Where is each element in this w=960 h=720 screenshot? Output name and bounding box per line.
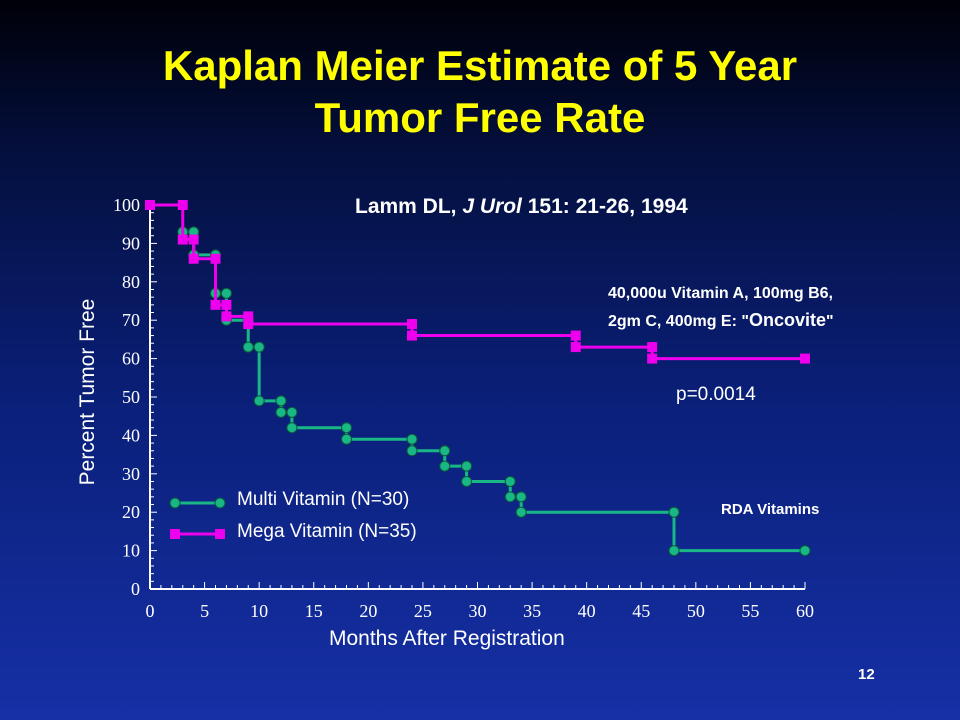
data-point-mega: [647, 342, 658, 353]
x-tick-label: 50: [687, 601, 705, 621]
data-point-multi: [515, 491, 527, 503]
data-point-mega: [243, 311, 254, 322]
data-point-mega: [145, 200, 155, 210]
x-tick-label: 5: [200, 601, 209, 621]
x-tick-label: 40: [578, 601, 596, 621]
data-point-mega: [570, 342, 581, 353]
rda-vitamins-annotation: RDA Vitamins: [721, 501, 820, 518]
legend-label-mega: Mega Vitamin (N=35): [237, 521, 417, 542]
legend-label-multi: Multi Vitamin (N=30): [237, 489, 410, 510]
data-point-mega: [647, 353, 658, 364]
x-tick-label: 10: [250, 601, 268, 621]
citation-ref: 151: 21-26, 1994: [527, 195, 688, 218]
data-point-multi: [406, 445, 418, 457]
data-point-multi: [220, 287, 232, 299]
y-tick-label: 10: [122, 541, 140, 561]
y-tick-label: 40: [122, 425, 140, 445]
y-tick-label: 0: [131, 579, 140, 599]
legend-marker-multi: [214, 497, 226, 509]
data-point-multi: [275, 406, 287, 418]
x-tick-label: 15: [305, 601, 323, 621]
legend-marker-multi: [169, 497, 181, 509]
data-point-mega: [570, 330, 581, 341]
dosage-note-brand: Oncovite: [748, 310, 826, 330]
data-point-multi: [439, 460, 451, 472]
data-point-multi: [504, 475, 516, 487]
dosage-note-suffix: ": [826, 313, 834, 330]
title-line-2: Tumor Free Rate: [314, 94, 646, 141]
data-point-mega: [210, 299, 221, 310]
data-point-multi: [461, 460, 473, 472]
x-tick-label: 25: [414, 601, 432, 621]
data-point-multi: [253, 395, 265, 407]
slide-title: Kaplan Meier Estimate of 5 Year Tumor Fr…: [0, 40, 960, 144]
data-point-mega: [210, 253, 221, 264]
dosage-note-prefix: 2gm C, 400mg E: ": [608, 313, 749, 330]
title-line-1: Kaplan Meier Estimate of 5 Year: [162, 42, 798, 89]
dosage-note: 40,000u Vitamin A, 100mg B6, 2gm C, 400m…: [608, 281, 834, 335]
data-point-multi: [286, 406, 298, 418]
data-point-multi: [341, 433, 352, 445]
citation-journal: J Urol: [462, 195, 522, 218]
slide-number: 12: [858, 666, 875, 683]
data-point-multi: [341, 422, 352, 434]
y-tick-label: 50: [122, 387, 140, 407]
x-tick-label: 60: [796, 601, 814, 621]
data-point-multi: [668, 506, 680, 518]
dosage-note-line-2: 2gm C, 400mg E: "Oncovite": [608, 307, 834, 335]
data-point-mega: [188, 253, 199, 264]
data-point-mega: [407, 319, 417, 330]
y-tick-label: 20: [122, 502, 140, 522]
data-point-multi: [799, 545, 811, 557]
data-point-mega: [221, 299, 232, 310]
data-point-multi: [253, 341, 265, 353]
data-point-mega: [243, 319, 254, 330]
x-tick-label: 0: [146, 601, 155, 621]
data-point-multi: [439, 445, 451, 457]
y-tick-label: 30: [122, 464, 140, 484]
series-line-multi: [182, 230, 805, 553]
data-point-mega: [221, 311, 232, 322]
y-tick-label: 60: [122, 349, 140, 369]
data-point-multi: [286, 422, 298, 434]
citation: Lamm DL, J Urol 151: 21-26, 1994: [355, 195, 688, 219]
data-point-mega: [188, 234, 199, 245]
data-point-mega: [177, 234, 188, 245]
legend-marker-mega: [170, 529, 180, 539]
y-tick-label: 90: [122, 233, 140, 253]
y-tick-label: 70: [122, 310, 140, 330]
data-point-multi: [406, 433, 418, 445]
x-tick-label: 30: [469, 601, 487, 621]
data-point-multi: [515, 506, 527, 518]
data-point-mega: [177, 200, 188, 210]
data-point-multi: [275, 395, 287, 407]
data-point-mega: [800, 353, 810, 364]
legend-marker-mega: [215, 529, 225, 539]
x-tick-label: 35: [523, 601, 541, 621]
data-point-multi: [504, 491, 516, 503]
citation-authors: Lamm DL,: [355, 195, 457, 218]
p-value-annotation: p=0.0014: [676, 384, 756, 405]
data-point-multi: [668, 545, 680, 557]
y-tick-label: 80: [122, 272, 140, 292]
x-tick-label: 20: [359, 601, 377, 621]
y-tick-label: 100: [113, 195, 140, 215]
data-point-multi: [242, 341, 254, 353]
dosage-note-line-1: 40,000u Vitamin A, 100mg B6,: [608, 285, 833, 302]
x-axis-label: Months After Registration: [329, 627, 565, 650]
data-point-multi: [461, 475, 473, 487]
x-tick-label: 45: [632, 601, 650, 621]
x-tick-label: 55: [741, 601, 759, 621]
data-point-mega: [407, 330, 417, 341]
